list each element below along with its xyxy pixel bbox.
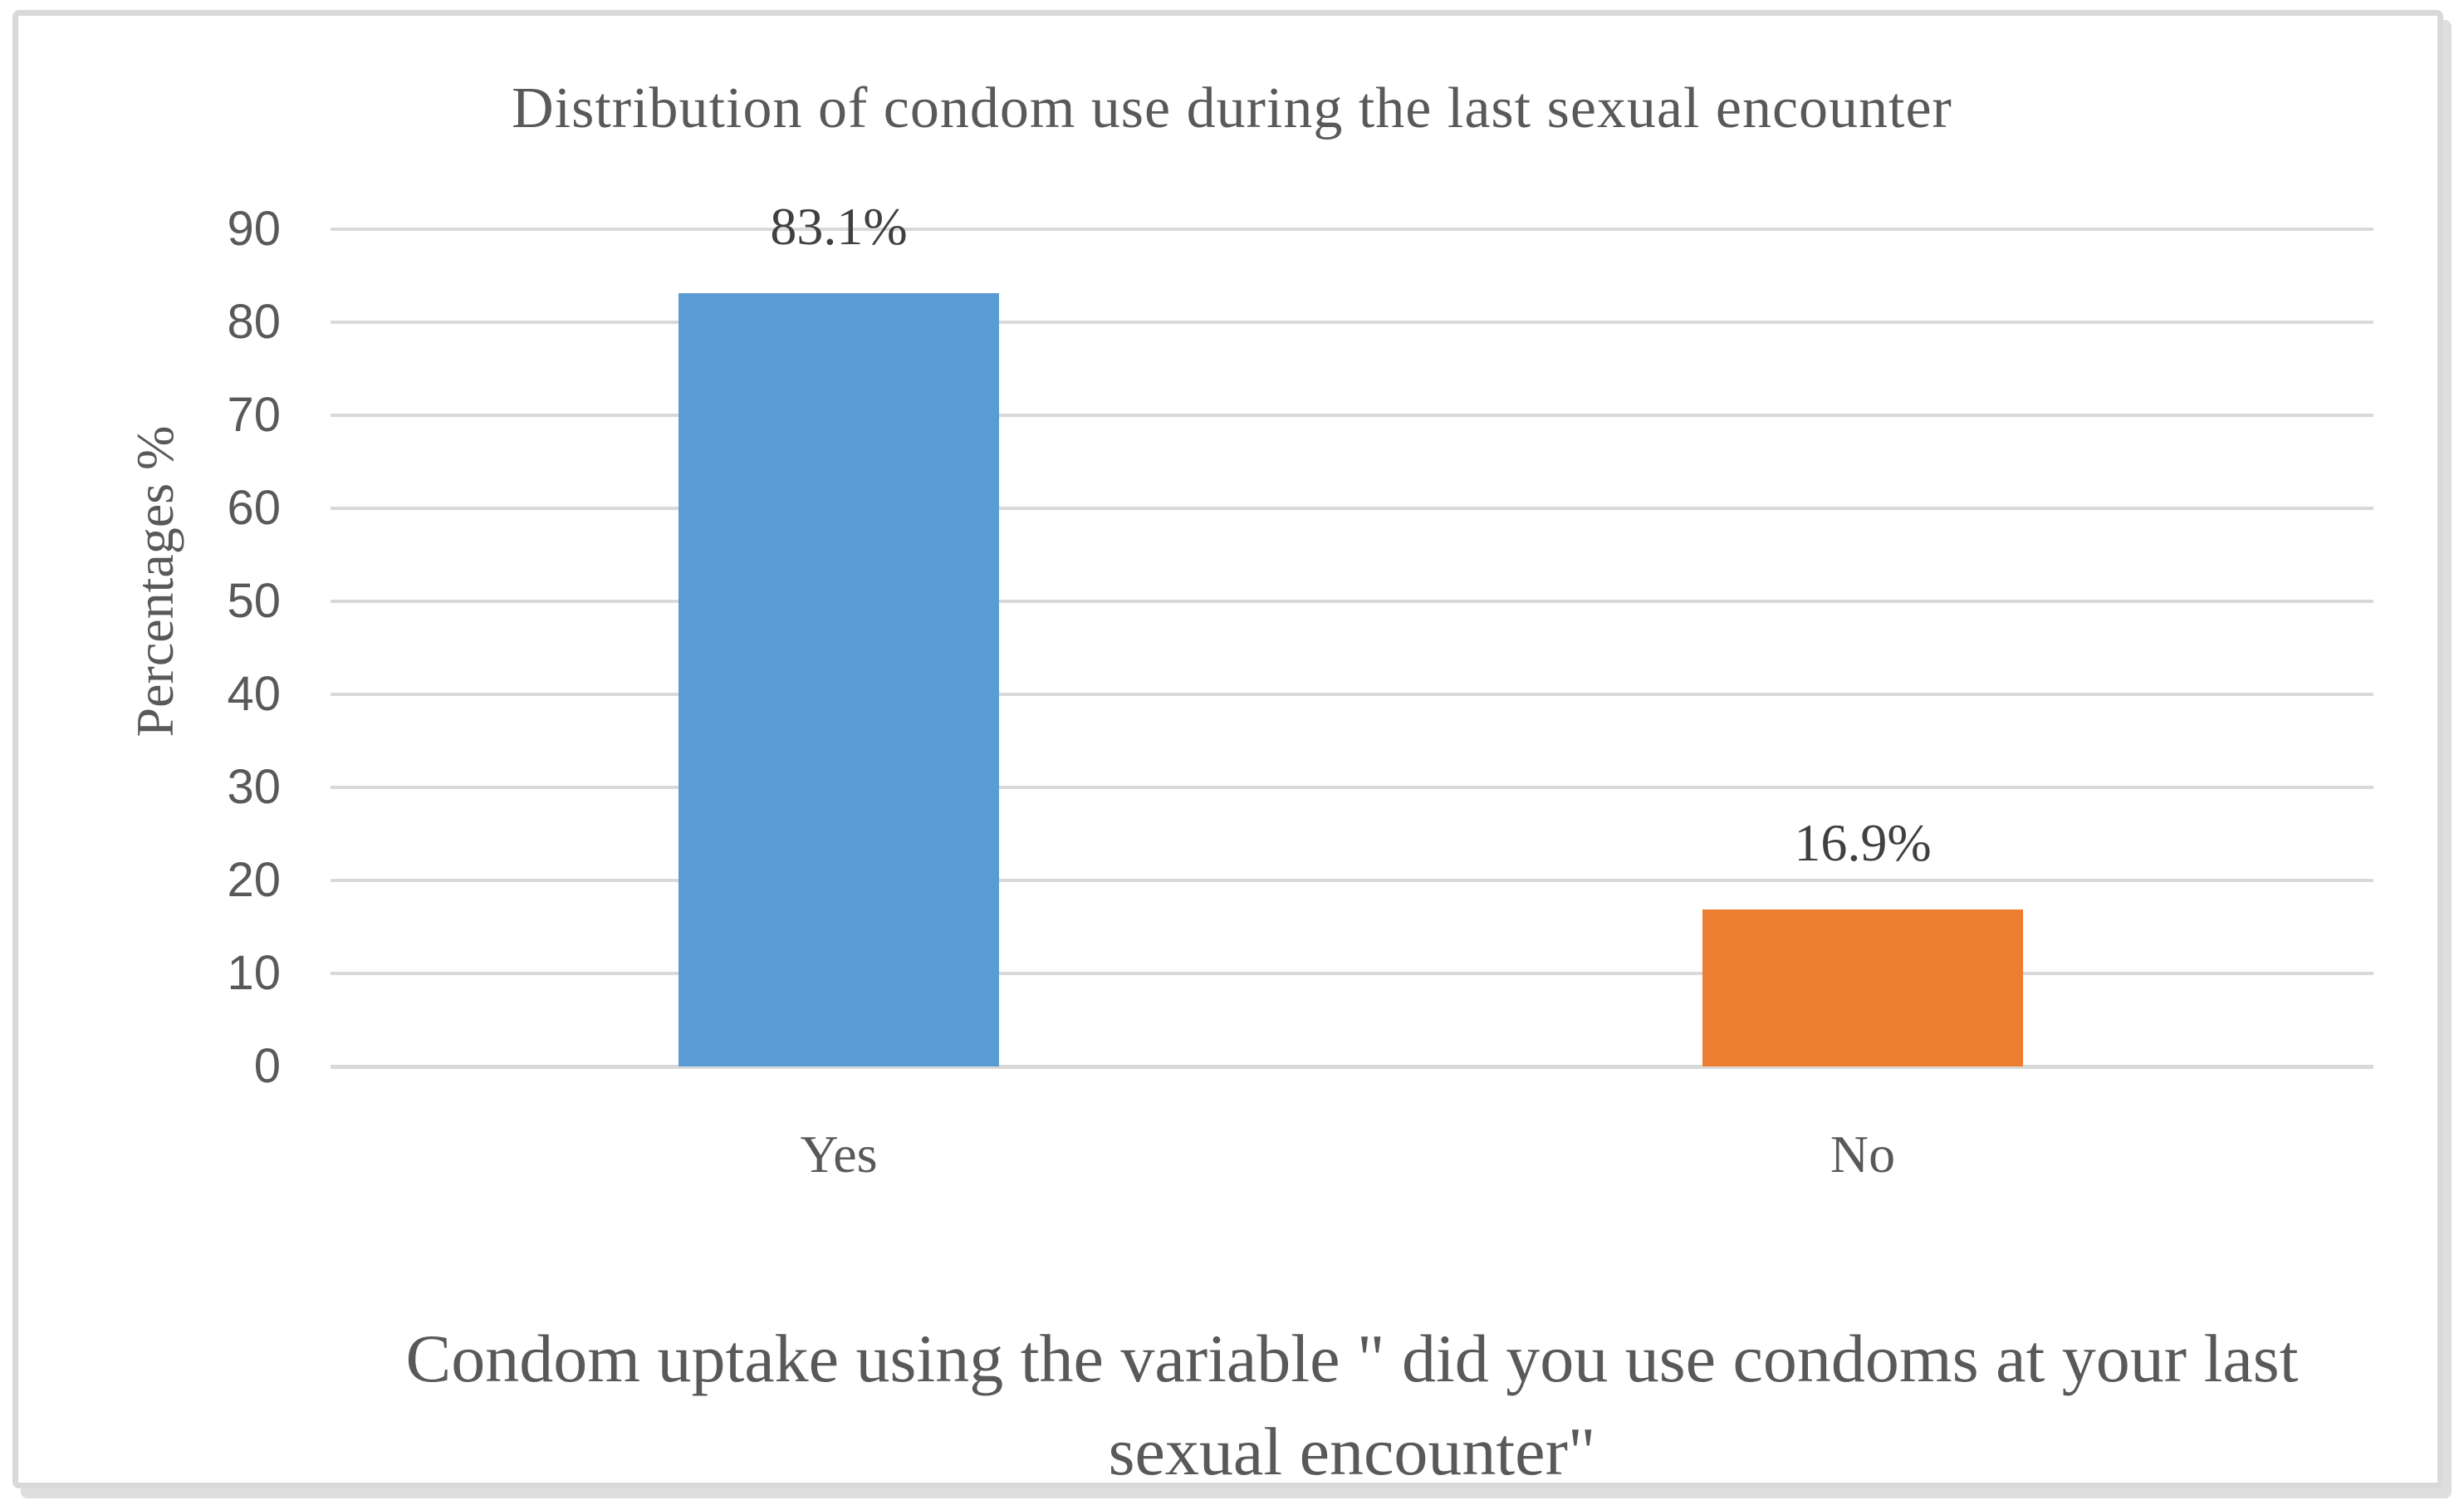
category-label-no: No (1830, 1125, 1896, 1184)
bar-yes (678, 293, 999, 1066)
gridline-90 (331, 228, 2373, 231)
y-tick-label-50: 50 (227, 574, 281, 628)
gridline-50 (331, 600, 2373, 603)
y-tick-label-80: 80 (227, 295, 281, 349)
y-tick-label-0: 0 (253, 1039, 281, 1093)
chart-frame (12, 10, 2443, 1488)
y-tick-label-70: 70 (227, 388, 281, 442)
chart-title: Distribution of condom use during the la… (512, 76, 1952, 140)
gridline-20 (331, 879, 2373, 882)
y-tick-label-90: 90 (227, 202, 281, 256)
data-label-no: 16.9% (1794, 813, 1932, 872)
gridline-0 (331, 1064, 2373, 1069)
y-tick-label-60: 60 (227, 481, 281, 535)
bar-no (1702, 909, 2023, 1066)
y-tick-label-10: 10 (227, 946, 281, 1000)
y-tick-label-40: 40 (227, 667, 281, 721)
y-tick-label-20: 20 (227, 853, 281, 907)
category-label-yes: Yes (800, 1125, 878, 1184)
gridline-60 (331, 507, 2373, 510)
gridline-30 (331, 786, 2373, 789)
gridline-70 (331, 414, 2373, 417)
gridline-40 (331, 693, 2373, 696)
x-axis-title: Condom uptake using the variable " did y… (405, 1321, 2299, 1489)
gridline-10 (331, 972, 2373, 975)
data-label-yes: 83.1% (770, 197, 908, 256)
y-tick-label-30: 30 (227, 760, 281, 814)
gridline-80 (331, 321, 2373, 324)
